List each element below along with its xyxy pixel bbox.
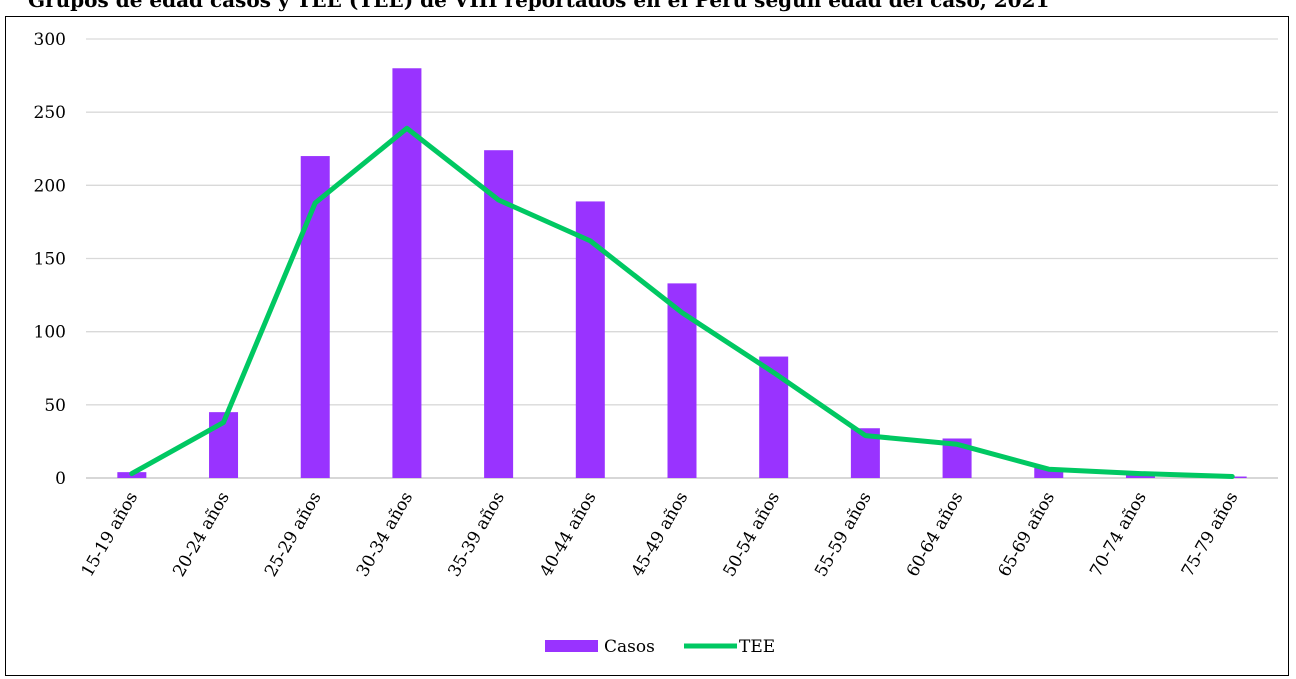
y-tick-label: 150 bbox=[34, 250, 66, 270]
x-axis-ticks: 15-19 años 20-24 años 25-29 años 30-34 años… bbox=[78, 488, 1243, 580]
legend: Casos TEE bbox=[545, 637, 775, 657]
x-tick-label: 30-34 años bbox=[353, 489, 418, 581]
x-tick-label: 40-44 años bbox=[536, 489, 601, 581]
x-tick-label: 50-54 años bbox=[719, 489, 784, 581]
chart-title: Grupos de edad casos y TEE (TEE) de VIH … bbox=[28, 0, 1050, 12]
line-series bbox=[129, 125, 1235, 479]
y-axis-ticks: 0 50 100 150 200 250 300 bbox=[34, 30, 66, 489]
y-tick-label: 300 bbox=[34, 30, 66, 50]
y-tick-label: 200 bbox=[34, 176, 66, 196]
y-tick-label: 100 bbox=[34, 323, 66, 343]
tee-line bbox=[129, 125, 1235, 479]
x-tick-label: 75-79 años bbox=[1178, 489, 1243, 581]
x-tick-label: 55-59 años bbox=[811, 489, 876, 581]
x-tick-label: 35-39 años bbox=[444, 488, 509, 580]
bar bbox=[300, 156, 330, 479]
legend-label-casos: Casos bbox=[604, 637, 655, 657]
x-tick-label: 15-19 años bbox=[78, 489, 143, 581]
bar bbox=[1125, 475, 1155, 478]
x-tick-label: 20-24 años bbox=[169, 489, 234, 581]
bar bbox=[667, 283, 697, 478]
legend-label-tee: TEE bbox=[739, 637, 775, 657]
x-tick-label: 45-49 años bbox=[628, 489, 693, 581]
x-tick-label: 60-64 años bbox=[903, 489, 968, 581]
chart-frame bbox=[5, 16, 1289, 676]
y-tick-label: 0 bbox=[55, 469, 66, 489]
y-tick-label: 250 bbox=[34, 103, 66, 123]
x-tick-label: 70-74 años bbox=[1086, 489, 1151, 581]
y-tick-label: 50 bbox=[44, 396, 66, 416]
x-tick-label: 25-29 años bbox=[261, 489, 326, 581]
legend-swatch-casos bbox=[545, 640, 598, 652]
x-tick-label: 65-69 años bbox=[995, 489, 1060, 581]
bar bbox=[1034, 467, 1064, 478]
